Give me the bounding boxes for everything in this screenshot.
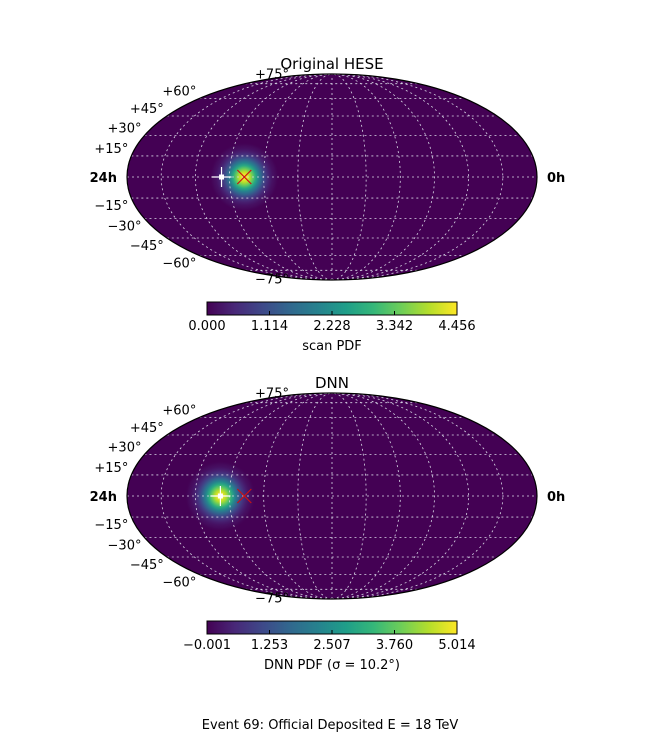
longitude-gridline: [331, 393, 401, 599]
latitude-tick-label: +75°: [255, 68, 289, 83]
latitude-tick-label: +15°: [94, 142, 128, 157]
ra-label-left: 24h: [90, 171, 117, 186]
graticule: [127, 393, 537, 599]
colorbar-tick-label: 2.228: [313, 319, 350, 334]
longitude-gridline: [331, 74, 401, 280]
colorbar-label: scan PDF: [302, 339, 362, 354]
longitude-gridline: [194, 393, 333, 599]
true-direction-marker: [236, 488, 252, 504]
latitude-tick-label: +45°: [130, 102, 164, 117]
colorbar-tick-label: 3.342: [376, 319, 413, 334]
longitude-gridline: [331, 393, 435, 599]
colorbar: −0.001 1.253 2.507 3.760 5.014 DNN PDF (σ = 1…: [183, 620, 476, 673]
latitude-tick-label: +30°: [108, 440, 142, 455]
latitude-tick-label: −30°: [108, 220, 142, 235]
colorbar-tick-label: 0.000: [188, 319, 225, 334]
longitude-gridline: [263, 393, 333, 599]
skymap-panel-2: DNN +75° +60° +45° +30° +15° −15° −30° −45° −60° −…: [90, 374, 566, 673]
sky-outline: [126, 73, 538, 281]
latitude-tick-label: +75°: [255, 387, 289, 402]
latitude-tick-label: +30°: [108, 121, 142, 136]
longitude-gridline: [331, 74, 435, 280]
colorbar-tick-label: −0.001: [183, 638, 231, 653]
skymap-panel-1: Original HESE+75° +60° +45° +30° +15° −15° −30…: [90, 55, 566, 354]
latitude-tick-label: +45°: [130, 421, 164, 436]
sky-outline: [126, 392, 538, 600]
colorbar-tick-label: 3.760: [376, 638, 413, 653]
latitude-tick-label: −30°: [108, 539, 142, 554]
latitude-tick-label: −60°: [162, 576, 196, 591]
latitude-tick-label: −60°: [162, 257, 196, 272]
latitude-tick-label: +60°: [162, 84, 196, 99]
ra-label-right: 0h: [547, 490, 565, 505]
best-fit-center: [219, 174, 225, 180]
colorbar-tick-label: 5.014: [438, 638, 475, 653]
true-direction-marker: [236, 169, 252, 185]
colorbar-label: DNN PDF (σ = 10.2°): [264, 658, 400, 673]
panel-title: DNN: [315, 374, 349, 392]
latitude-tick-label: −45°: [130, 558, 164, 573]
colorbar-tick-label: 1.253: [251, 638, 288, 653]
ra-label-right: 0h: [547, 171, 565, 186]
longitude-gridline: [331, 74, 470, 280]
colorbar-tick-label: 1.114: [251, 319, 288, 334]
colorbar-tick-label: 4.456: [438, 319, 475, 334]
colorbar-tick-label: 2.507: [313, 638, 350, 653]
panel-title: Original HESE: [280, 55, 383, 73]
latitude-tick-label: −45°: [130, 239, 164, 254]
ra-label-left: 24h: [90, 490, 117, 505]
figure-caption: Event 69: Official Deposited E = 18 TeV: [202, 718, 459, 733]
latitude-tick-label: −75°: [255, 591, 289, 606]
latitude-tick-label: −75°: [255, 272, 289, 287]
latitude-tick-label: −15°: [94, 518, 128, 533]
best-fit-center: [217, 493, 223, 499]
latitude-tick-label: −15°: [94, 199, 128, 214]
graticule: [127, 74, 537, 280]
latitude-tick-label: +60°: [162, 403, 196, 418]
longitude-gridline: [331, 393, 470, 599]
colorbar: 0.000 1.114 2.228 3.342 4.456 scan PDF: [188, 301, 476, 354]
longitude-gridline: [263, 74, 333, 280]
latitude-tick-label: +15°: [94, 461, 128, 476]
longitude-gridline: [194, 74, 333, 280]
